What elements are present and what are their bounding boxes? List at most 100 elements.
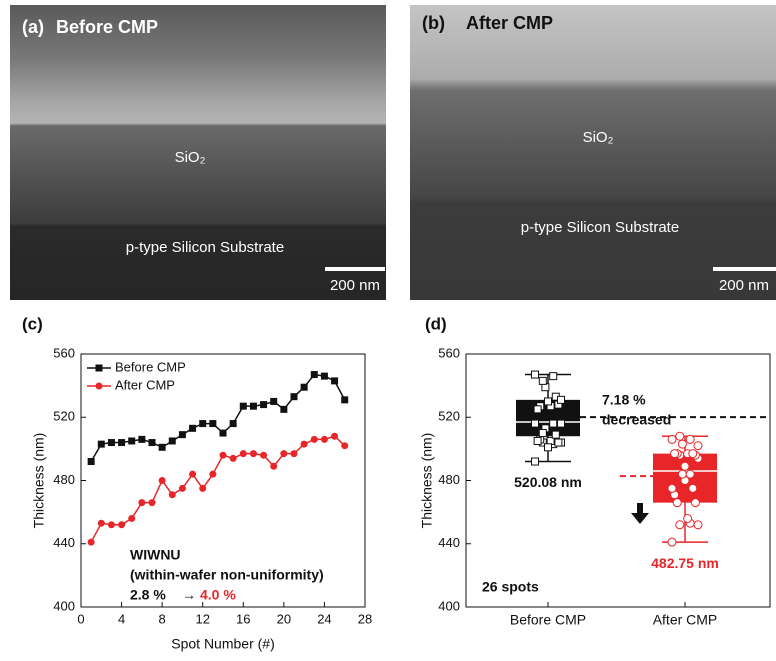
x-tick-label: 4 [118,611,125,626]
y-tick-label: 560 [438,345,460,360]
legend-marker [96,383,103,390]
y-tick-label: 400 [53,598,75,613]
figure: (a) Before CMP SiO₂ p-type Silicon Subst… [0,0,776,656]
y-axis-label: Thickness (nm) [31,433,47,529]
point [301,441,308,448]
point [189,425,196,432]
point [668,435,676,443]
point [98,441,105,448]
point [270,398,277,405]
scale-bar [325,267,385,271]
point [552,431,559,438]
layer-label: SiO₂ [175,149,206,166]
point [558,420,565,427]
annotation: (within-wafer non-uniformity) [130,567,324,583]
point [673,499,681,507]
point [341,442,348,449]
point [220,430,227,437]
scale-label: 200 nm [330,277,380,294]
point [532,420,539,427]
substrate-label: p-type Silicon Substrate [126,239,284,256]
point [534,437,541,444]
point [311,371,318,378]
point [331,433,338,440]
point [558,396,565,403]
point [550,420,557,427]
point [88,539,95,546]
legend-label: Before CMP [115,359,186,374]
point [159,477,166,484]
image-title: Before CMP [56,17,158,37]
x-tick-label: 12 [195,611,209,626]
point [555,439,562,446]
x-tick-label: 8 [159,611,166,626]
panel-label: (d) [425,314,447,333]
sem-photo [410,5,776,300]
substrate-label: p-type Silicon Substrate [521,219,679,236]
point [694,442,702,450]
annotation: → [182,587,196,603]
annotation: WIWNU [130,547,181,563]
x-axis-label: Spot Number (#) [171,636,274,652]
point [138,499,145,506]
point [159,444,166,451]
image-title: After CMP [466,13,553,33]
point [260,401,267,408]
point [681,462,689,470]
y-tick-label: 400 [438,598,460,613]
point [179,431,186,438]
point [179,485,186,492]
point [189,471,196,478]
point [545,444,552,451]
point [668,484,676,492]
panel-label: (c) [22,314,43,333]
y-tick-label: 480 [438,472,460,487]
point [291,393,298,400]
y-tick-label: 520 [438,409,460,424]
point [108,521,115,528]
point [280,406,287,413]
annotation: decreased [602,412,671,428]
point [240,403,247,410]
point [671,450,679,458]
point [321,436,328,443]
scale-bar [713,267,776,271]
point [686,470,694,478]
y-tick-label: 440 [438,535,460,550]
annotation: 26 spots [482,579,539,595]
point [128,515,135,522]
point [311,436,318,443]
y-tick-label: 440 [53,535,75,550]
arrow [631,503,649,524]
point [199,485,206,492]
point [539,430,546,437]
point [301,384,308,391]
point [240,450,247,457]
series-line [91,436,345,542]
scale-label: 200 nm [719,277,769,294]
point [230,455,237,462]
point [331,377,338,384]
legend-label: After CMP [115,377,175,392]
sem-image-a: (a) Before CMP SiO₂ p-type Silicon Subst… [10,5,386,300]
point [532,371,539,378]
point [250,403,257,410]
point [291,450,298,457]
point [678,470,686,478]
point [341,396,348,403]
point [694,521,702,529]
point [108,439,115,446]
point [118,439,125,446]
point [539,377,546,384]
panel-label: (a) [22,17,44,37]
x-tick-label: 16 [236,611,250,626]
point [684,514,692,522]
annotation: 7.18 % [602,392,646,408]
point [220,452,227,459]
x-tick-label: 0 [77,611,84,626]
point [260,452,267,459]
point [88,458,95,465]
point [532,458,539,465]
point [676,432,684,440]
mean-label: 482.75 nm [651,555,719,571]
